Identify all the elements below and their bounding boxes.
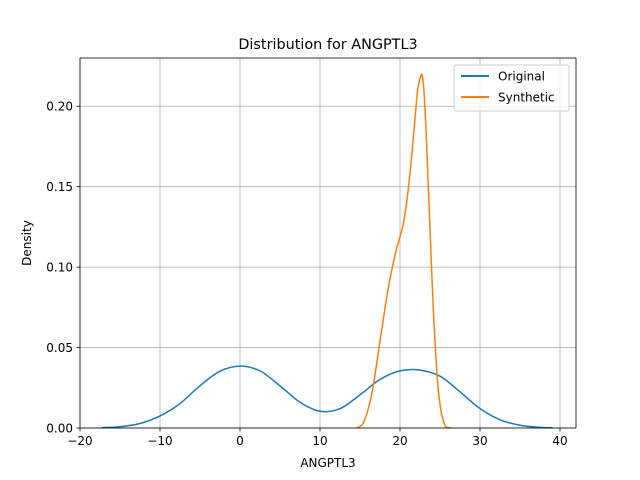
series-lines xyxy=(101,73,553,429)
legend: Original Synthetic xyxy=(453,64,570,112)
y-axis-ticks: 0.00 0.05 0.10 0.15 0.20 xyxy=(46,100,80,435)
x-axis-label: ANGPTL3 xyxy=(300,456,355,470)
chart-title: Distribution for ANGPTL3 xyxy=(238,37,417,53)
legend-label-synthetic: Synthetic xyxy=(498,91,555,105)
x-tick-label: −10 xyxy=(147,434,172,448)
y-tick-label: 0.10 xyxy=(46,260,73,274)
x-tick-label: 20 xyxy=(392,434,407,448)
plot-area-frame xyxy=(79,57,577,429)
y-tick-label: 0.15 xyxy=(46,180,73,194)
series-line-original xyxy=(101,365,553,429)
legend-label-original: Original xyxy=(498,70,545,84)
x-tick-label: 30 xyxy=(472,434,487,448)
y-tick-label: 0.05 xyxy=(46,341,73,355)
y-tick-label: 0.00 xyxy=(46,421,73,435)
y-axis-label: Density xyxy=(20,220,34,266)
x-tick-label: 10 xyxy=(312,434,327,448)
series-line-synthetic xyxy=(356,73,451,429)
x-tick-label: −20 xyxy=(67,434,92,448)
x-tick-label: 0 xyxy=(236,434,244,448)
x-axis-ticks: −20 −10 0 10 20 30 40 xyxy=(67,428,568,448)
y-tick-label: 0.20 xyxy=(46,100,73,114)
x-tick-label: 40 xyxy=(552,434,567,448)
